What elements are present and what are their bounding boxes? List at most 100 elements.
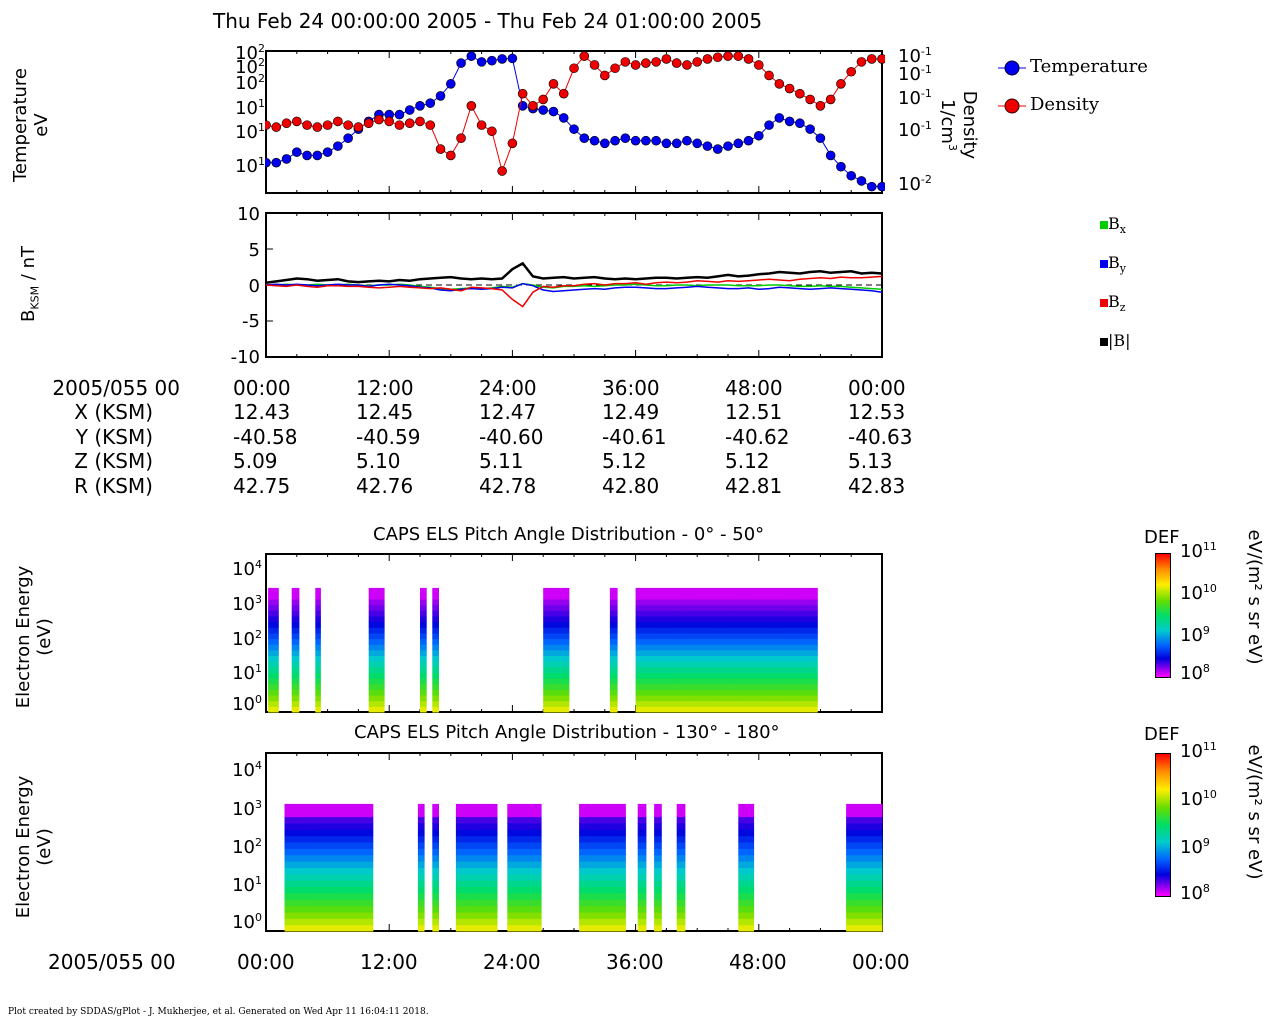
spec-cell: [560, 700, 566, 707]
spec-cell: [579, 905, 584, 913]
spec-cell: [464, 861, 469, 868]
spec-cell: [639, 633, 645, 640]
spec-cell: [613, 867, 619, 875]
spec-cell: [268, 599, 272, 606]
spec-cell: [870, 873, 875, 881]
bottom-axis-tick: 12:00: [360, 950, 418, 974]
spec-cell: [532, 822, 538, 830]
legend-by-swatch: [1100, 260, 1108, 268]
spec-cell: [332, 924, 338, 932]
spec-cell: [484, 848, 490, 856]
spec-cell: [858, 924, 863, 932]
spec-cell: [781, 695, 786, 702]
spec-cell: [655, 633, 661, 640]
spec-cell: [291, 706, 296, 713]
spec-cell: [862, 924, 867, 932]
spec-cell: [742, 892, 747, 900]
spec-cell: [598, 810, 603, 818]
spec-cell: [292, 905, 297, 913]
point-temperature: [312, 150, 323, 161]
spec-cell: [654, 861, 659, 868]
spec-cell: [655, 604, 661, 611]
spec-cell: [296, 886, 301, 894]
spec-cell: [556, 689, 561, 696]
spec-cell: [637, 803, 643, 811]
spec-cell: [423, 621, 427, 628]
spec-cell: [809, 616, 814, 623]
spec-cell: [586, 848, 592, 856]
spec-cell: [304, 810, 309, 818]
spec-cell: [637, 816, 643, 824]
spec-cell: [455, 924, 461, 932]
spec-cell: [368, 604, 374, 611]
spec-cell: [435, 842, 439, 849]
spec-cell: [284, 873, 289, 881]
spec-cell: [368, 867, 374, 875]
spec-cell: [613, 661, 618, 668]
spec-cell: [432, 829, 436, 837]
spec-cell: [748, 655, 754, 662]
spec-cell: [551, 655, 557, 662]
spec-cell: [862, 854, 867, 862]
spec-cell: [295, 633, 300, 640]
spec-cell: [613, 700, 618, 707]
spec-cell: [344, 803, 350, 811]
spec-cell: [793, 655, 798, 662]
spec-cell: [420, 616, 424, 623]
point-density: [866, 54, 877, 64]
spec-cell: [732, 587, 737, 594]
spec-cell: [356, 892, 362, 900]
spec-cell: [507, 905, 512, 913]
spec-cell: [781, 683, 786, 690]
spec-cell: [524, 835, 529, 843]
spec-cell: [598, 899, 603, 907]
spec-cell: [332, 880, 338, 887]
spec-cell: [676, 678, 681, 685]
spec-cell: [460, 911, 465, 919]
spec-cell: [866, 911, 871, 919]
spec-cell: [809, 706, 814, 713]
spec-cell: [657, 842, 662, 849]
spec-cell: [315, 655, 321, 662]
spec-cell: [586, 873, 592, 881]
spec-cell: [724, 621, 729, 628]
spec-cell: [712, 599, 717, 606]
spec-cell: [528, 861, 534, 868]
spec-cell: [360, 848, 366, 856]
spec-cell: [724, 683, 729, 690]
spec-cell: [667, 689, 673, 696]
spec-cell: [609, 610, 614, 617]
spec-cell: [376, 633, 381, 640]
spec-cell: [720, 649, 725, 656]
spec-cell: [768, 661, 774, 668]
spec-cell: [639, 587, 645, 594]
spec-cell: [621, 848, 626, 856]
spec-cell: [663, 616, 669, 623]
spec-cell: [492, 924, 498, 932]
point-temperature: [825, 150, 836, 161]
spec-cell: [295, 683, 300, 690]
spec-cell: [594, 854, 599, 862]
point-density: [487, 126, 497, 137]
spec-cell: [748, 666, 754, 673]
spec-cell: [296, 842, 301, 849]
eph-value: 00:00: [848, 376, 906, 400]
spec-cell: [480, 816, 486, 824]
legend-bmag-label: |B|: [1108, 331, 1131, 350]
spec-cell: [708, 689, 713, 696]
spec-cell: [551, 604, 557, 611]
spec-cell: [556, 593, 561, 600]
spec-cell: [586, 924, 592, 932]
spec-cell: [295, 599, 300, 606]
spec-cell: [602, 924, 607, 932]
spec-cell: [749, 829, 755, 837]
spec1-colorbar-title: DEF: [1144, 527, 1180, 548]
spec-cell: [716, 649, 721, 656]
spec-cell: [308, 842, 314, 849]
spec-cell: [435, 616, 439, 623]
spec-cell: [274, 627, 279, 634]
point-temperature: [795, 118, 805, 129]
spec-cell: [488, 886, 494, 894]
spec-cell: [464, 911, 469, 919]
spec-cell: [372, 672, 377, 679]
